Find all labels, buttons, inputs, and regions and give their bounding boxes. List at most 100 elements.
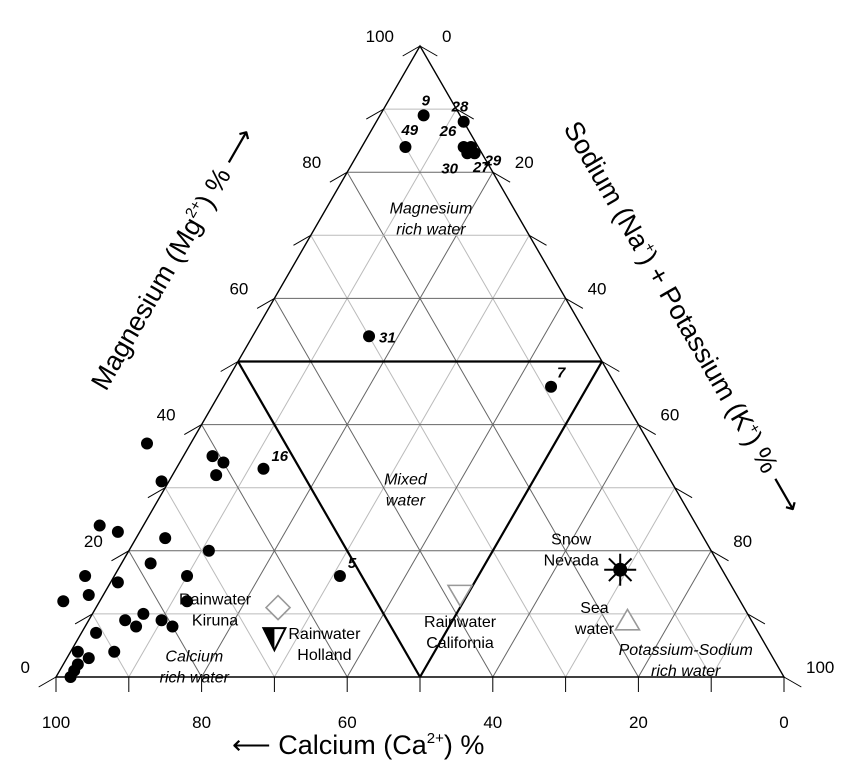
sample-point: [111, 576, 124, 589]
tick-label-left-60: 60: [229, 279, 248, 298]
sample-point: [468, 147, 481, 160]
reference-label-sea-water-line1: Sea: [580, 600, 609, 617]
tick-left-0: [38, 676, 57, 688]
sample-point: [155, 614, 168, 627]
reference-label-snow-nevada-line2: Nevada: [544, 553, 599, 570]
tick-right-50: [601, 361, 620, 372]
tick-left-80: [329, 171, 348, 183]
reference-label-rainwater-holland-line2: Holland: [297, 647, 351, 664]
region-label-calcium-rich-line1: Calcium: [165, 648, 223, 665]
tick-left-10: [74, 613, 93, 625]
tick-label-bottom-100: 100: [42, 713, 70, 732]
sample-point: [166, 620, 179, 633]
bottom-axis-title-text: Calcium (Ca: [278, 730, 428, 760]
sample-point: [210, 469, 223, 482]
region-label-magnesium-rich-line1: Magnesium: [390, 200, 473, 217]
region-labels: Magnesium rich water Mixed water Calcium rich…: [160, 200, 753, 686]
reference-label-rainwater-california-line1: Rainwater: [424, 614, 497, 631]
sample-point: [363, 330, 376, 343]
grid-line-ca-90: [91, 613, 130, 678]
tick-right-0: [419, 45, 438, 57]
sample-point: [159, 532, 172, 545]
region-label-calcium-rich: Calcium rich water: [160, 648, 230, 686]
reference-sea-water: Sea water: [574, 600, 641, 638]
sample-point: [119, 614, 132, 627]
reference-snow-nevada: Snow Nevada: [544, 532, 637, 586]
sample-point: [206, 450, 219, 463]
bottom-axis-title-tail: ) %: [444, 730, 485, 760]
tick-right-60: [638, 424, 656, 436]
tick-right-30: [528, 234, 547, 246]
sample-point: [82, 652, 95, 665]
tick-label-right-0: 0: [442, 27, 451, 46]
sample-label-5: 5: [348, 555, 357, 572]
tick-right-100: [783, 676, 802, 688]
reference-label-sea-water-line2: water: [574, 621, 615, 638]
reference-label-rainwater-california-line2: California: [426, 635, 494, 652]
tick-left-90: [366, 108, 384, 120]
tick-label-left-100: 100: [366, 27, 394, 46]
reference-marker-rainwater-holland: [261, 627, 288, 653]
tick-left-70: [293, 234, 312, 246]
region-label-calcium-rich-line2: rich water: [160, 669, 230, 686]
grid-line-ca-70: [164, 487, 275, 678]
right-axis-title: Sodium (Na+) + Potassium (K+) % ⟶: [558, 116, 808, 518]
tick-label-right-20: 20: [515, 153, 534, 172]
reference-marker-sea-water: [614, 607, 641, 631]
tick-right-80: [710, 550, 729, 562]
sample-point: [181, 595, 194, 608]
region-label-magnesium-rich: Magnesium rich water: [390, 200, 473, 238]
sample-point: [257, 462, 270, 475]
bottom-axis-arrow: ⟵: [232, 730, 278, 760]
sample-label-31: 31: [379, 329, 396, 346]
tick-right-90: [747, 613, 766, 625]
grid-line-nak-80: [637, 550, 712, 678]
left-axis-title-ion: 2+: [182, 197, 205, 221]
sample-point: [82, 588, 95, 601]
sample-label-9: 9: [422, 92, 431, 109]
grid-line-nak-90: [710, 613, 749, 678]
sample-label-16: 16: [271, 448, 288, 465]
sample-label-7: 7: [557, 365, 566, 382]
sample-label-49: 49: [400, 122, 418, 139]
tick-label-bottom-40: 40: [483, 713, 502, 732]
tick-left-60: [256, 297, 275, 309]
sample-point: [399, 140, 412, 153]
sample-point: [130, 620, 143, 633]
tick-label-left-40: 40: [157, 406, 176, 425]
region-label-mixed-line2: water: [386, 493, 426, 510]
tick-label-left-20: 20: [84, 532, 103, 551]
sample-label-29: 29: [484, 152, 502, 169]
reference-rainwater-holland: Rainwater Holland: [261, 626, 361, 664]
sample-point: [417, 109, 430, 122]
sample-point: [64, 671, 77, 683]
tick-right-10: [456, 108, 474, 120]
grid-line-nak-60: [492, 424, 639, 678]
sample-point: [141, 437, 153, 450]
sample-point: [217, 456, 230, 469]
sample-point: [144, 557, 157, 570]
grid-line-nak-30: [273, 235, 530, 678]
sample-label-26: 26: [439, 123, 457, 140]
grid-line-ca-80: [128, 550, 203, 678]
tick-label-bottom-0: 0: [779, 713, 788, 732]
grid-line-nak-10: [128, 108, 457, 678]
grid-line-ca-10: [383, 108, 712, 678]
reference-label-rainwater-kiruna-line2: Kiruna: [192, 613, 238, 630]
reference-label-rainwater-kiruna-line1: Rainwater: [179, 592, 252, 609]
tick-label-right-100: 100: [806, 658, 834, 677]
region-label-potassium-sodium-rich: Potassium-Sodium rich water: [619, 642, 753, 680]
sample-point: [93, 519, 106, 532]
reference-label-rainwater-holland-line1: Rainwater: [288, 626, 361, 643]
reference-samples: Snow Nevada Rainwater California Sea water Rai…: [179, 532, 641, 664]
sample-point: [333, 570, 346, 583]
reference-rainwater-kiruna: Rainwater Kiruna: [179, 592, 292, 630]
tick-label-right-40: 40: [588, 279, 607, 298]
tick-left-20: [111, 550, 130, 562]
tick-label-bottom-80: 80: [192, 713, 211, 732]
sample-point: [90, 626, 103, 639]
grid-line-ca-30: [310, 235, 567, 678]
axis-ticks: 100 80 60 40 20 0 0 20 40 60 80 100 0 20 40 60 80 100: [21, 27, 835, 732]
right-axis-title-a: Sodium (Na: [558, 116, 656, 255]
sample-point: [155, 475, 168, 488]
